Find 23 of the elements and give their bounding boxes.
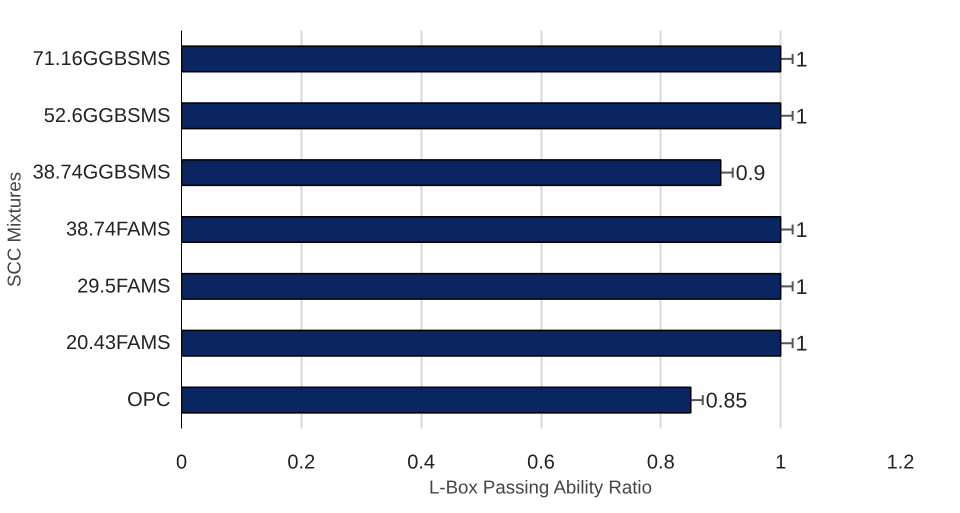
y-tick-label: 52.6GGBSMS — [44, 104, 170, 127]
x-tick-label: 1 — [775, 452, 786, 474]
x-tick-label: 0.6 — [527, 452, 555, 474]
x-tick-label: 0.2 — [287, 452, 316, 474]
data-label: 1 — [796, 218, 808, 242]
data-label: 1 — [796, 47, 808, 72]
data-label: 1 — [796, 104, 808, 128]
y-tick-label: 38.74GGBSMS — [32, 162, 170, 184]
data-label: 0.9 — [736, 161, 766, 186]
y-tick-label: 20.43FAMS — [66, 332, 171, 354]
y-tick-label: OPC — [127, 389, 171, 412]
data-label: 1 — [796, 332, 808, 356]
data-label: 1 — [796, 274, 808, 299]
x-tick-label: 0.8 — [646, 452, 675, 474]
y-tick-label: 38.74FAMS — [66, 218, 171, 240]
y-tick-label: 71.16GGBSMS — [32, 48, 170, 70]
y-axis-title: SCC Mixtures — [4, 172, 25, 288]
x-axis-title: L-Box Passing Ability Ratio — [429, 476, 652, 498]
x-tick-label: 1.2 — [886, 452, 914, 474]
y-tick-label: 29.5FAMS — [77, 275, 171, 298]
data-label: 0.85 — [706, 388, 748, 413]
x-tick-label: 0.4 — [407, 452, 436, 474]
x-tick-label: 0 — [176, 452, 188, 474]
